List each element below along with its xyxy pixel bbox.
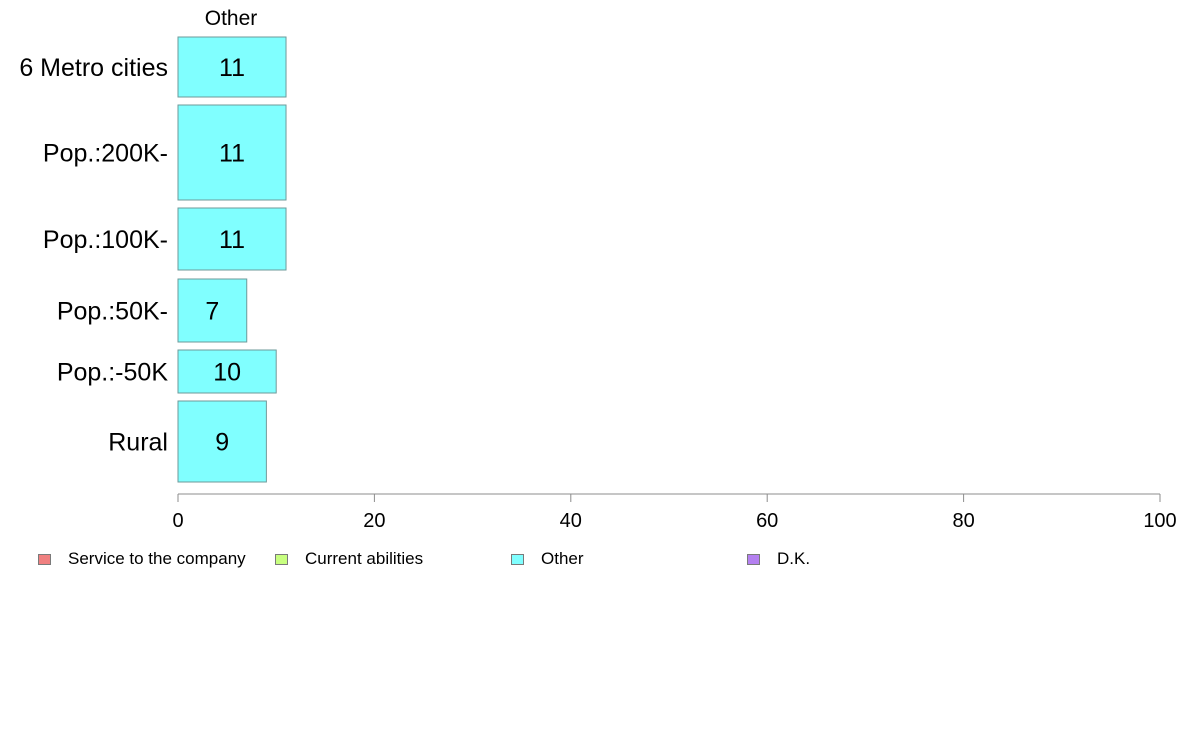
- legend-label-dk: D.K.: [777, 549, 810, 569]
- x-tick-label-100: 100: [1143, 510, 1176, 532]
- legend-label-current-abilities: Current abilities: [305, 549, 423, 569]
- legend-swatch-service: [38, 554, 51, 565]
- x-tick-label-20: 20: [363, 510, 385, 532]
- value-label-pop-under-50k: 10: [213, 359, 241, 387]
- legend-item-current-abilities: Current abilities: [275, 548, 423, 570]
- legend-item-service: Service to the company: [38, 548, 246, 570]
- bar-chart: Other 6 Metro cities 11 Pop.:200K- 11 Pop.:1…: [0, 0, 1188, 736]
- series-title: Other: [205, 7, 258, 30]
- x-tick-label-60: 60: [756, 510, 778, 532]
- legend-label-service: Service to the company: [68, 549, 246, 569]
- x-tick-label-80: 80: [952, 510, 974, 532]
- legend-item-dk: D.K.: [747, 548, 810, 570]
- legend-item-other: Other: [511, 548, 584, 570]
- bars-group: 6 Metro cities 11 Pop.:200K- 11 Pop.:100K- 11…: [19, 37, 286, 482]
- x-tick-label-0: 0: [172, 510, 183, 532]
- category-label-pop-50k: Pop.:50K-: [57, 298, 168, 326]
- legend-swatch-dk: [747, 554, 760, 565]
- value-label-pop-200k: 11: [219, 140, 245, 168]
- value-label-pop-100k: 11: [219, 226, 245, 254]
- category-label-pop-200k: Pop.:200K-: [43, 140, 168, 168]
- legend: Service to the company Current abilities…: [0, 548, 1188, 570]
- x-axis: 0 20 40 60 80 100: [172, 494, 1176, 532]
- value-label-6-metro-cities: 11: [219, 54, 245, 82]
- category-label-6-metro-cities: 6 Metro cities: [19, 54, 168, 82]
- x-tick-label-40: 40: [560, 510, 582, 532]
- legend-label-other: Other: [541, 549, 584, 569]
- legend-swatch-current-abilities: [275, 554, 288, 565]
- category-label-rural: Rural: [108, 429, 168, 457]
- legend-swatch-other: [511, 554, 524, 565]
- category-label-pop-100k: Pop.:100K-: [43, 226, 168, 254]
- value-label-pop-50k: 7: [205, 298, 219, 326]
- category-label-pop-under-50k: Pop.:-50K: [57, 359, 169, 387]
- value-label-rural: 9: [215, 429, 229, 457]
